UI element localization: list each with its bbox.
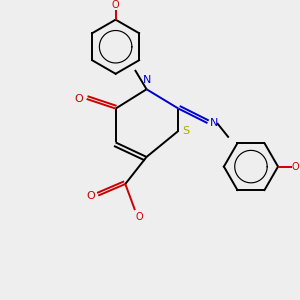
Text: N: N <box>142 75 151 85</box>
Text: O: O <box>112 0 119 10</box>
Text: O: O <box>136 212 144 222</box>
Text: N: N <box>210 118 218 128</box>
Text: O: O <box>292 162 299 172</box>
Text: O: O <box>86 190 95 201</box>
Text: O: O <box>74 94 83 104</box>
Text: S: S <box>183 126 190 136</box>
